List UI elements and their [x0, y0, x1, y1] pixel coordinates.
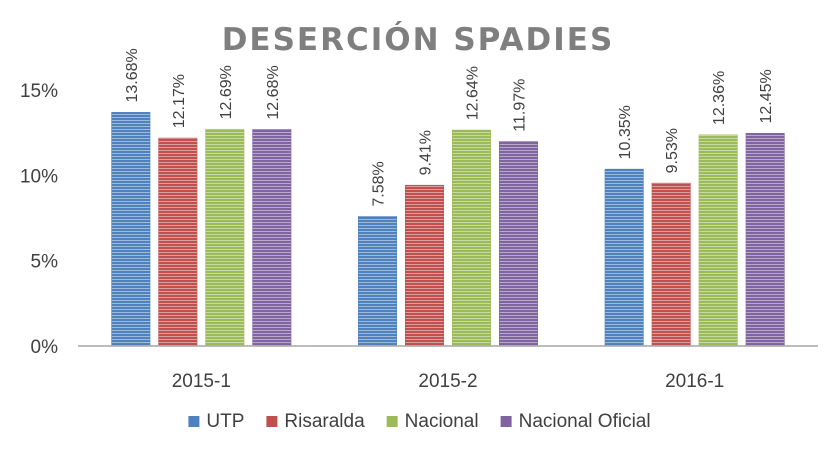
bar-texture [452, 130, 491, 346]
bar-texture [158, 138, 197, 346]
x-axis: 2015-1 2015-2 2016-1 [172, 371, 725, 392]
bar-texture [605, 169, 644, 346]
data-label: 12.45% [758, 69, 775, 123]
legend-swatch [500, 416, 512, 427]
legend-item-risaralda: Risaralda [266, 411, 365, 432]
data-label: 12.64% [465, 66, 482, 120]
legend-label: Nacional Oficial [519, 411, 651, 432]
legend-label: UTP [206, 411, 244, 432]
x-tick-label: 2016-1 [665, 371, 724, 392]
legend-label: Risaralda [284, 411, 365, 432]
x-tick-label: 2015-2 [418, 371, 477, 392]
chart-title: DESERCIÓN SPADIES [222, 21, 615, 58]
data-label: 11.97% [512, 79, 529, 132]
legend-item-nacional: Nacional [386, 411, 479, 432]
y-tick-label: 10% [20, 166, 58, 187]
data-label: 12.36% [711, 71, 728, 125]
y-tick-label: 0% [31, 337, 59, 358]
legend-item-nacional-oficial: Nacional Oficial [500, 411, 651, 432]
legend-item-utp: UTP [188, 411, 244, 432]
y-tick-label: 5% [31, 252, 59, 273]
bar-texture [111, 112, 150, 346]
legend-swatch [266, 416, 278, 427]
bar-texture [252, 129, 291, 346]
data-label: 9.41% [418, 130, 435, 175]
bar-texture [652, 183, 691, 346]
plot-area: 13.68% 12.17% 12.69% 12.68% 7.58% 9.41% 12.64%… [111, 48, 785, 347]
legend: UTP Risaralda Nacional Nacional Oficial [188, 411, 651, 432]
y-tick-label: 15% [20, 81, 58, 102]
bar-texture [699, 135, 738, 346]
bar-texture [205, 129, 244, 346]
data-label: 12.17% [171, 74, 188, 128]
bar-texture [358, 216, 397, 346]
data-label: 7.58% [371, 161, 388, 206]
data-label: 13.68% [124, 48, 141, 102]
legend-swatch [188, 416, 200, 427]
legend-label: Nacional [405, 411, 479, 432]
data-label: 12.69% [218, 65, 235, 119]
data-label: 12.68% [265, 65, 282, 119]
x-tick-label: 2015-1 [172, 371, 231, 392]
bar-texture [746, 133, 785, 346]
bar-texture [499, 141, 538, 346]
data-label: 10.35% [617, 105, 634, 159]
legend-swatch [386, 416, 398, 427]
data-label: 9.53% [664, 128, 681, 173]
y-axis: 0% 5% 10% 15% [20, 81, 58, 358]
bar-texture [405, 185, 444, 346]
